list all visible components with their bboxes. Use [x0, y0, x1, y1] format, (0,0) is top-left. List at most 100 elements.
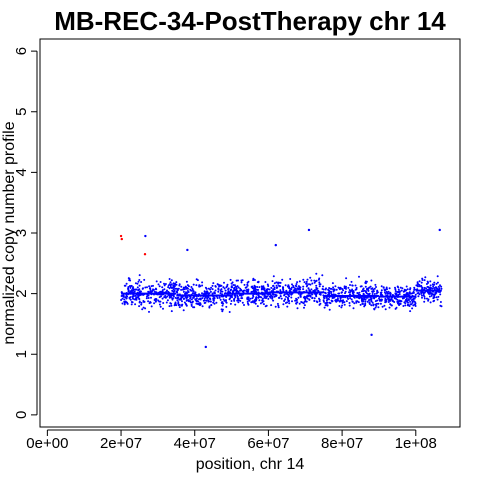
data-point	[240, 281, 243, 284]
data-point	[162, 302, 165, 304]
data-point	[180, 288, 183, 291]
data-point	[231, 296, 233, 299]
data-point	[233, 287, 235, 290]
data-point	[247, 288, 250, 291]
data-point	[403, 293, 406, 296]
data-point	[229, 289, 232, 292]
data-point	[149, 288, 152, 291]
data-point	[277, 306, 280, 309]
data-point	[336, 297, 339, 300]
data-point	[272, 288, 275, 291]
data-point	[272, 299, 275, 302]
data-point	[214, 289, 217, 292]
data-point	[231, 286, 234, 289]
data-point	[353, 302, 356, 305]
data-point	[147, 294, 150, 297]
data-point	[153, 302, 156, 305]
data-point	[384, 298, 387, 301]
data-point	[324, 302, 327, 305]
data-point	[430, 294, 433, 297]
data-point	[121, 302, 124, 305]
data-point	[261, 299, 264, 302]
data-point	[182, 288, 184, 291]
data-point	[260, 288, 263, 291]
data-point	[389, 292, 392, 295]
data-point	[341, 301, 344, 304]
data-point	[201, 305, 204, 308]
data-point	[145, 297, 148, 300]
data-point	[387, 292, 390, 295]
data-point	[236, 294, 239, 297]
data-point	[223, 287, 226, 290]
data-point	[292, 286, 295, 289]
data-point	[331, 282, 334, 285]
data-point	[347, 286, 350, 289]
data-point	[371, 293, 374, 295]
data-point	[367, 299, 370, 302]
data-point	[191, 287, 194, 290]
data-point	[280, 297, 283, 300]
data-point	[206, 291, 209, 294]
data-point	[176, 291, 179, 294]
data-point	[350, 280, 353, 283]
data-point	[134, 282, 137, 285]
data-point	[349, 284, 351, 286]
data-point	[297, 285, 300, 288]
data-point	[256, 281, 259, 284]
data-point	[233, 289, 236, 292]
data-point	[203, 297, 206, 300]
data-point	[365, 291, 367, 294]
outlier-point	[370, 333, 373, 337]
data-point	[362, 290, 365, 293]
data-point	[241, 279, 244, 282]
data-point	[272, 284, 275, 287]
data-point	[318, 293, 321, 296]
data-point	[213, 292, 216, 295]
data-point	[136, 286, 139, 289]
data-point	[309, 283, 312, 286]
data-point	[176, 299, 179, 302]
data-point	[331, 297, 334, 299]
data-point	[351, 288, 354, 291]
data-point	[158, 303, 161, 306]
data-point	[172, 295, 175, 298]
x-tick-label: 8e+07	[321, 435, 363, 452]
data-point	[252, 294, 255, 297]
data-point	[142, 287, 144, 290]
data-point	[406, 299, 409, 302]
data-point	[272, 289, 275, 292]
data-point	[395, 297, 397, 300]
data-point	[387, 290, 390, 293]
data-point	[267, 297, 270, 300]
data-point	[284, 302, 287, 304]
data-point	[407, 303, 409, 306]
data-point	[371, 290, 374, 293]
data-point	[158, 285, 161, 288]
data-point	[154, 300, 157, 303]
data-point	[350, 298, 353, 301]
data-point	[170, 304, 173, 307]
data-point	[416, 282, 419, 285]
data-point	[436, 275, 439, 278]
data-point	[206, 297, 209, 300]
data-point	[261, 297, 264, 300]
data-point	[179, 297, 182, 300]
data-point	[209, 298, 212, 301]
data-point	[129, 286, 132, 289]
data-point	[429, 286, 432, 289]
data-point	[303, 281, 306, 284]
data-point	[402, 305, 405, 307]
data-point	[303, 304, 306, 307]
data-point	[366, 300, 369, 303]
data-point	[376, 299, 379, 302]
data-point	[273, 286, 276, 289]
data-point	[155, 280, 158, 283]
data-point	[190, 286, 193, 288]
data-point	[421, 296, 423, 299]
data-point	[409, 310, 412, 313]
data-point	[133, 288, 136, 291]
data-point	[201, 281, 204, 284]
data-point	[260, 296, 263, 299]
data-point	[398, 299, 401, 302]
data-point	[181, 300, 183, 303]
